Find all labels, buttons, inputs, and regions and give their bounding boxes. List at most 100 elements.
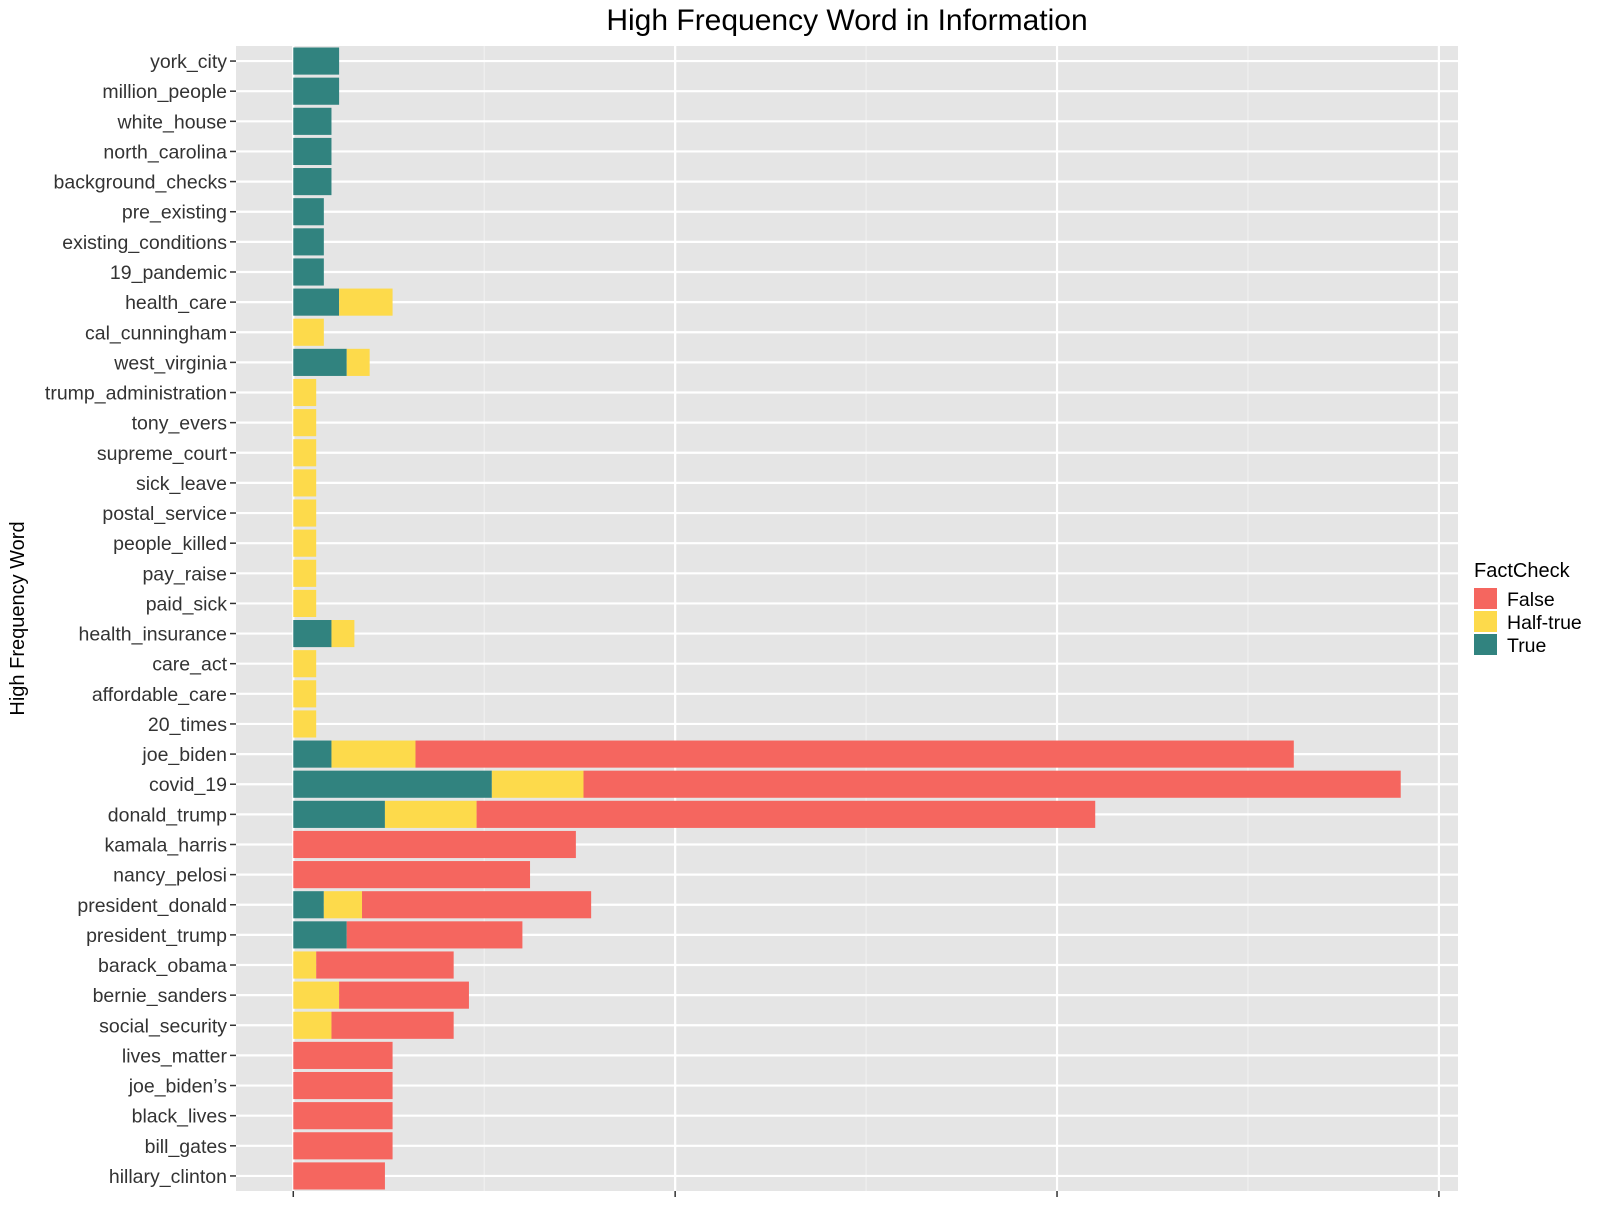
y-tick-label: health_care bbox=[125, 292, 227, 314]
y-tick-label: trump_administration bbox=[45, 383, 227, 405]
y-tick-label: social_security bbox=[99, 1015, 227, 1037]
bar-half-true-20 bbox=[293, 559, 317, 587]
legend-key-true bbox=[1474, 634, 1497, 655]
y-tick-label: 20_times bbox=[148, 714, 227, 736]
bar-half-true-28 bbox=[293, 318, 324, 346]
bar-half-true-27 bbox=[346, 348, 370, 376]
bar-half-true-29 bbox=[339, 288, 393, 316]
y-tick-label: supreme_court bbox=[97, 443, 228, 465]
bar-false-8 bbox=[346, 921, 523, 949]
bar-true-29 bbox=[293, 288, 340, 316]
y-tick-label: white_house bbox=[117, 111, 228, 133]
bar-half-true-14 bbox=[331, 740, 416, 768]
legend-title: FactCheck bbox=[1474, 560, 1571, 582]
bar-half-true-6 bbox=[293, 981, 340, 1009]
bar-half-true-19 bbox=[293, 589, 317, 617]
bar-true-30 bbox=[293, 258, 324, 286]
bar-true-13 bbox=[293, 770, 492, 798]
y-tick-label: joe_biden’s bbox=[128, 1076, 228, 1098]
bar-false-6 bbox=[339, 981, 469, 1009]
bar-half-true-15 bbox=[293, 710, 317, 738]
bar-half-true-17 bbox=[293, 650, 317, 678]
bar-true-18 bbox=[293, 620, 332, 648]
bar-half-true-26 bbox=[293, 378, 317, 407]
bar-half-true-7 bbox=[293, 951, 317, 979]
legend-key-half-true bbox=[1474, 611, 1497, 632]
bar-true-8 bbox=[293, 921, 347, 949]
bar-false-7 bbox=[316, 951, 454, 979]
bar-false-13 bbox=[583, 770, 1401, 798]
bar-true-34 bbox=[293, 137, 332, 166]
legend-label: True bbox=[1507, 635, 1546, 657]
y-tick-label: joe_biden bbox=[141, 744, 227, 766]
bar-true-32 bbox=[293, 198, 324, 226]
y-tick-label: 19_pandemic bbox=[110, 262, 227, 284]
y-tick-label: hillary_clinton bbox=[109, 1166, 227, 1188]
y-tick-label: pre_existing bbox=[122, 202, 227, 224]
y-tick-label: york_city bbox=[150, 51, 227, 73]
bar-false-3 bbox=[293, 1071, 393, 1100]
y-tick-label: people_killed bbox=[113, 533, 227, 555]
y-tick-label: kamala_harris bbox=[105, 834, 228, 856]
bar-true-36 bbox=[293, 77, 340, 105]
bar-half-true-18 bbox=[331, 620, 355, 648]
bar-false-10 bbox=[293, 861, 531, 889]
bar-false-9 bbox=[362, 891, 592, 919]
bar-false-14 bbox=[415, 740, 1294, 768]
y-tick-label: postal_service bbox=[102, 503, 227, 525]
y-tick-label: paid_sick bbox=[146, 593, 228, 615]
legend-key-false bbox=[1474, 588, 1497, 609]
bar-false-1 bbox=[293, 1132, 393, 1160]
bar-false-5 bbox=[331, 1011, 454, 1039]
bar-true-14 bbox=[293, 740, 332, 768]
bar-false-2 bbox=[293, 1102, 393, 1130]
y-tick-label: existing_conditions bbox=[62, 232, 227, 254]
bar-half-true-21 bbox=[293, 529, 317, 557]
legend-label: Half-true bbox=[1507, 612, 1582, 634]
bar-false-4 bbox=[293, 1041, 393, 1069]
y-tick-label: million_people bbox=[102, 81, 227, 103]
bar-half-true-16 bbox=[293, 680, 317, 708]
y-tick-label: barack_obama bbox=[98, 955, 227, 977]
bar-half-true-9 bbox=[323, 891, 363, 919]
bar-false-0 bbox=[293, 1162, 385, 1190]
bar-half-true-12 bbox=[384, 800, 477, 828]
bar-false-12 bbox=[476, 800, 1096, 828]
legend-label: False bbox=[1507, 589, 1555, 611]
y-tick-label: north_carolina bbox=[103, 141, 227, 163]
y-tick-label: covid_19 bbox=[149, 774, 227, 796]
bar-true-35 bbox=[293, 107, 332, 135]
y-axis-title: High Frequency Word bbox=[7, 521, 29, 715]
y-tick-label: sick_leave bbox=[136, 473, 227, 495]
y-tick-label: president_trump bbox=[86, 925, 227, 947]
bar-true-31 bbox=[293, 228, 324, 256]
y-tick-label: tony_evers bbox=[132, 413, 228, 435]
bar-true-37 bbox=[293, 47, 340, 75]
bar-half-true-25 bbox=[293, 409, 317, 437]
y-tick-label: health_insurance bbox=[78, 624, 227, 646]
bar-half-true-13 bbox=[491, 770, 584, 798]
y-tick-label: black_lives bbox=[132, 1106, 228, 1128]
bar-true-9 bbox=[293, 891, 324, 919]
bar-true-33 bbox=[293, 168, 332, 196]
bar-true-12 bbox=[293, 800, 385, 828]
bar-half-true-24 bbox=[293, 439, 317, 467]
y-tick-label: bernie_sanders bbox=[93, 985, 228, 1007]
bar-half-true-22 bbox=[293, 499, 317, 527]
y-tick-label: lives_matter bbox=[122, 1045, 228, 1067]
bar-half-true-5 bbox=[293, 1011, 332, 1039]
bar-true-27 bbox=[293, 348, 347, 376]
y-tick-label: bill_gates bbox=[145, 1136, 228, 1158]
y-tick-label: nancy_pelosi bbox=[113, 865, 227, 887]
y-tick-label: president_donald bbox=[77, 895, 227, 917]
y-tick-label: donald_trump bbox=[108, 804, 227, 826]
chart-title: High Frequency Word in Information bbox=[606, 4, 1087, 37]
y-tick-label: care_act bbox=[152, 654, 227, 676]
y-tick-label: pay_raise bbox=[142, 563, 227, 585]
bar-false-11 bbox=[293, 830, 576, 859]
y-tick-label: affordable_care bbox=[92, 684, 227, 706]
bar-half-true-23 bbox=[293, 469, 317, 497]
y-tick-label: cal_cunningham bbox=[85, 322, 227, 344]
